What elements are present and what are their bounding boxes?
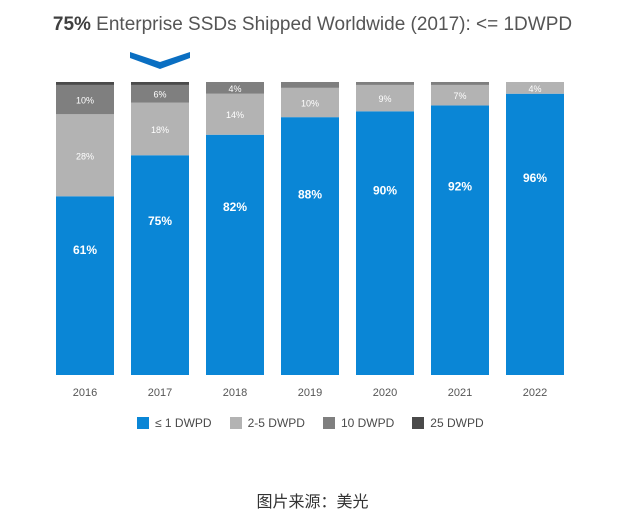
data-label-2022-series-1: 4% [528,84,541,94]
data-label-2020-series-0: 90% [373,183,397,197]
data-label-2017-series-1: 18% [151,125,169,135]
bar-2017-series-0 [131,155,189,375]
x-tick-label-2021: 2021 [448,387,472,399]
title-highlight: 75% [52,14,91,35]
bar-2018-series-2 [206,82,264,94]
bar-2018-series-1 [206,93,264,135]
x-tick-label-2016: 2016 [73,387,97,399]
bar-2016-series-2 [56,84,114,115]
legend-label-le1: ≤ 1 DWPD [155,416,212,430]
bar-2022-series-0 [506,93,564,375]
legend-swatch-2-5 [229,417,242,429]
bar-2020-series-1 [356,84,414,112]
bar-2017-series-1 [131,102,189,156]
x-tick-label-2018: 2018 [223,387,247,399]
stacked-bar-chart: 61% 28% 10% 2016 75% 18% 6% 2017 82% 14% 4% 2018 88%… [56,52,564,399]
data-label-2017-series-0: 75% [148,214,172,228]
chart-legend: ≤ 1 DWPD 2-5 DWPD 10 DWPD 25 DWPD [137,416,502,430]
data-label-2016-series-0: 61% [73,243,97,257]
bar-2022-series-1 [506,82,564,94]
data-label-2021-series-0: 92% [448,179,472,193]
x-tick-label-2022: 2022 [523,387,547,399]
bar-2018-series-0 [206,134,264,375]
legend-swatch-10 [322,417,335,429]
bar-2016-series-0 [56,196,114,375]
legend-swatch-25 [412,417,425,429]
bar-2021-series-0 [431,105,489,375]
data-label-2020-series-1: 9% [378,94,391,104]
data-label-2021-series-1: 7% [453,91,466,101]
legend-label-25: 25 DWPD [430,416,484,430]
bar-2021-series-2 [431,82,489,85]
bar-2021-series-1 [431,84,489,106]
data-label-2016-series-1: 28% [76,151,94,161]
legend-item-2-5: 2-5 DWPD [229,416,305,430]
bar-2016-series-1 [56,114,114,197]
data-label-2016-series-2: 10% [76,96,94,106]
highlight-chevron-icon [130,52,190,69]
legend-item-10: 10 DWPD [322,416,395,430]
data-label-2018-series-2: 4% [228,84,241,94]
image-caption: 图片来源：美光 [256,494,369,511]
bar-2020-series-0 [356,111,414,376]
legend-item-le1: ≤ 1 DWPD [137,416,212,430]
x-tick-label-2017: 2017 [148,387,172,399]
bar-2017-series-2 [131,84,189,103]
data-label-2019-series-0: 88% [298,188,322,202]
chart-title: 75% Enterprise SSDs Shipped Worldwide (2… [0,14,625,36]
legend-swatch-le1 [137,417,149,429]
data-label-2017-series-2: 6% [153,90,166,100]
data-label-2022-series-0: 96% [523,171,547,185]
bar-2020-series-2 [356,82,414,85]
bar-2019-series-1 [281,87,339,118]
data-label-2018-series-1: 14% [226,110,244,120]
title-text: Enterprise SSDs Shipped Worldwide (2017)… [90,14,573,35]
data-label-2018-series-0: 82% [223,200,247,214]
bar-2017-series-3 [131,82,189,85]
legend-label-10: 10 DWPD [340,416,395,430]
x-tick-label-2019: 2019 [298,387,322,399]
bar-2016-series-3 [56,82,114,85]
data-label-2019-series-1: 10% [301,99,319,109]
x-tick-label-2020: 2020 [373,387,397,399]
legend-item-25: 25 DWPD [412,416,484,430]
bar-2019-series-0 [281,117,339,375]
legend-label-2-5: 2-5 DWPD [247,416,305,430]
bar-2019-series-2 [281,82,339,88]
